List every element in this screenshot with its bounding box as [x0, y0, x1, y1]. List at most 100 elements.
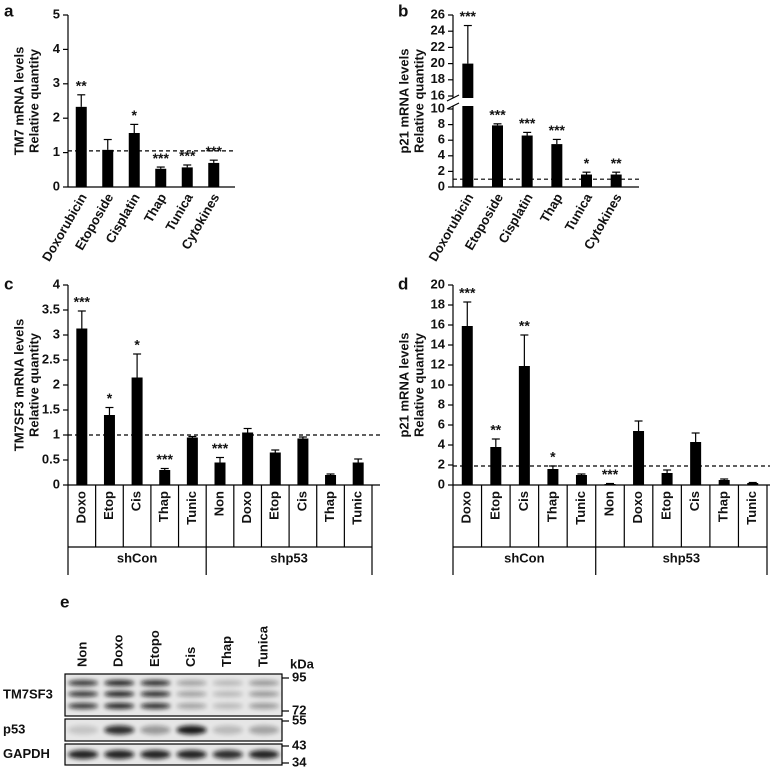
band	[140, 691, 171, 697]
band	[140, 680, 171, 686]
x-tick-label: Tunic	[573, 491, 588, 525]
band	[248, 680, 280, 686]
band	[212, 703, 243, 709]
panel-label: e	[60, 592, 69, 611]
significance: ***	[179, 148, 196, 164]
y-tick-label: 4	[53, 41, 61, 56]
axis-break	[446, 94, 460, 102]
x-tick-label: Doxo	[459, 491, 474, 524]
bar	[214, 462, 226, 485]
y-tick-label: 0.5	[42, 451, 60, 466]
bar	[521, 135, 533, 187]
y-tick-label: 8	[438, 116, 445, 131]
band	[104, 750, 135, 759]
bar	[610, 174, 622, 187]
x-tick-label: Etop	[101, 491, 116, 520]
y-tick-label: 1	[53, 144, 60, 159]
significance: *	[134, 337, 140, 353]
y-tick-label: 10	[431, 100, 445, 115]
y-tick-label: 0	[53, 178, 60, 193]
y-axis-label: Relative quantity	[26, 332, 41, 437]
y-tick-label: 26	[431, 6, 445, 21]
bar	[690, 442, 702, 485]
y-axis-label: Relative quantity	[411, 332, 426, 437]
y-tick-label: 0	[438, 476, 445, 491]
panel-label: d	[398, 274, 408, 293]
group-label: shp53	[663, 550, 701, 565]
band	[67, 750, 99, 759]
blot-box	[64, 718, 283, 742]
y-tick-label: 1	[53, 426, 60, 441]
bar	[661, 473, 673, 485]
x-tick-label: Thap	[716, 491, 731, 522]
bar	[718, 480, 730, 485]
significance: ***	[212, 440, 229, 456]
band	[248, 691, 280, 697]
y-axis-label: Relative quantity	[26, 48, 41, 153]
y-tick-label: 2.5	[42, 351, 60, 366]
significance: ***	[74, 294, 91, 310]
band	[104, 703, 135, 709]
significance: ***	[460, 8, 477, 24]
band	[67, 691, 99, 697]
y-tick-label: 18	[431, 296, 445, 311]
group-label: shCon	[117, 550, 158, 565]
blot-box	[64, 673, 283, 717]
y-tick-label: 4	[53, 276, 61, 291]
x-tick-label: Tunic	[184, 491, 199, 525]
y-tick-label: 14	[431, 336, 446, 351]
y-axis-label: TM7SF3 mRNA levels	[11, 319, 26, 451]
bar	[581, 174, 592, 187]
group-label: shCon	[504, 550, 545, 565]
significance: ***	[519, 115, 536, 131]
x-tick-label: Cis	[687, 491, 702, 511]
significance: ***	[489, 107, 506, 123]
bar	[518, 366, 530, 485]
y-tick-label: 2	[53, 376, 60, 391]
y-axis-label: Relative quantity	[411, 48, 426, 153]
y-tick-label: 24	[431, 23, 446, 38]
bar	[551, 144, 563, 187]
lane-label: Tunica	[255, 625, 270, 667]
significance: ***	[459, 285, 476, 301]
bar	[103, 415, 115, 485]
lane-label: Etopo	[147, 630, 162, 667]
x-tick-label: Cis	[516, 491, 531, 511]
x-tick-label: Thap	[537, 191, 566, 225]
band	[248, 725, 280, 735]
y-tick-label: 2	[438, 163, 445, 178]
band	[104, 725, 135, 735]
bar	[128, 132, 140, 187]
panel-label: c	[4, 274, 13, 293]
band	[212, 725, 243, 735]
band	[67, 725, 99, 735]
band	[212, 680, 243, 686]
lane-label: Doxo	[111, 634, 126, 667]
x-tick-label: Doxo	[630, 491, 645, 524]
band	[140, 725, 171, 735]
y-axis-label: p21 mRNA levels	[396, 332, 411, 437]
significance: **	[490, 422, 501, 438]
y-tick-label: 20	[431, 276, 445, 291]
x-tick-label: Etop	[659, 491, 674, 520]
y-tick-label: 6	[438, 132, 445, 147]
y-tick-label: 0	[53, 476, 60, 491]
y-tick-label: 2	[438, 456, 445, 471]
x-tick-label: Non	[601, 491, 616, 516]
bar	[76, 328, 88, 485]
x-tick-label: Etop	[267, 491, 282, 520]
axis-break	[446, 102, 460, 110]
bar	[297, 438, 309, 485]
significance: *	[132, 107, 138, 123]
marker-label: 43	[292, 737, 306, 752]
y-tick-label: 3	[53, 326, 60, 341]
band	[176, 691, 207, 697]
band	[248, 750, 280, 759]
y-tick-label: 4	[438, 436, 446, 451]
y-tick-label: 12	[431, 356, 445, 371]
bar	[155, 168, 167, 187]
band	[248, 703, 280, 709]
y-axis-label: p21 mRNA levels	[396, 48, 411, 153]
panel-label: b	[398, 1, 408, 20]
